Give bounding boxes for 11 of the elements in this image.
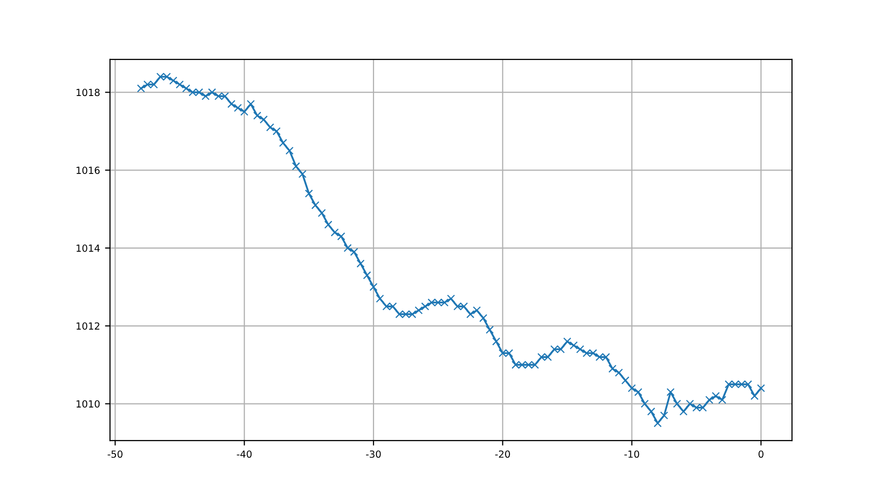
y-tick-label: 1014 (76, 244, 100, 252)
y-tick-label: 1018 (76, 88, 100, 96)
x-tick-label: -10 (624, 450, 640, 458)
x-tick-label: -30 (366, 450, 381, 458)
y-tick-label: 1010 (76, 400, 100, 408)
y-tick-label: 1012 (76, 322, 100, 330)
x-tick-label: -40 (236, 450, 252, 458)
x-tick-label: -20 (495, 450, 510, 458)
y-tick-label: 1016 (76, 166, 100, 174)
x-tick-label: 0 (758, 450, 764, 458)
x-tick-label: -50 (108, 450, 122, 458)
